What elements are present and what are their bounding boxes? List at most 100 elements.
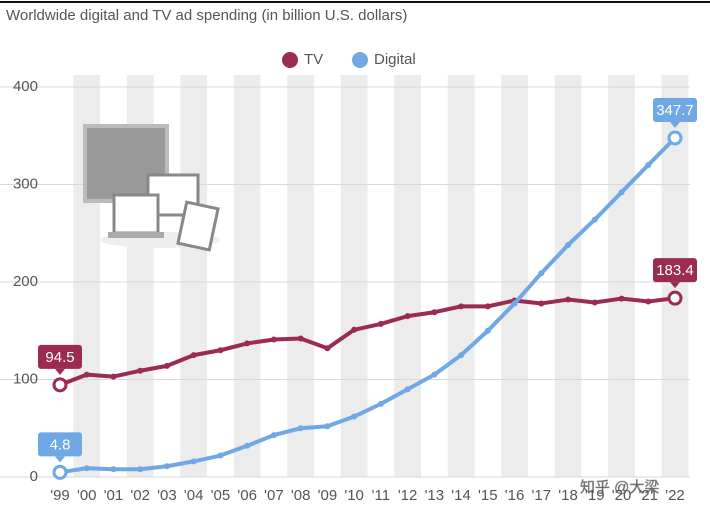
point-marker bbox=[217, 347, 224, 354]
x-tick-label: '09 bbox=[318, 487, 338, 504]
end-marker bbox=[52, 377, 68, 393]
x-tick-label: '01 bbox=[104, 487, 124, 504]
end-marker bbox=[667, 130, 683, 146]
value-label-pointer bbox=[55, 368, 65, 375]
point-marker bbox=[458, 352, 465, 359]
y-tick-label: 200 bbox=[13, 273, 38, 290]
column-stripe bbox=[554, 75, 582, 477]
point-marker bbox=[110, 466, 117, 473]
x-tick-label: '14 bbox=[451, 487, 471, 504]
value-label-box bbox=[653, 258, 697, 283]
value-label-box bbox=[653, 97, 697, 122]
x-tick-label: '11 bbox=[372, 487, 390, 504]
point-marker bbox=[83, 371, 90, 378]
point-marker bbox=[137, 466, 144, 473]
point-marker bbox=[538, 270, 545, 277]
point-marker bbox=[137, 367, 144, 374]
point-marker bbox=[270, 336, 277, 343]
point-marker bbox=[484, 327, 491, 334]
x-tick-label: '02 bbox=[130, 487, 150, 504]
x-tick-label: '10 bbox=[344, 487, 364, 504]
x-tick-label: '08 bbox=[291, 487, 311, 504]
point-marker bbox=[190, 352, 197, 359]
value-label: 94.5 bbox=[45, 349, 74, 366]
point-marker bbox=[511, 300, 518, 307]
point-marker bbox=[297, 425, 304, 432]
point-marker bbox=[110, 373, 117, 380]
column-stripe bbox=[394, 75, 421, 477]
x-tick-label: '03 bbox=[157, 487, 177, 504]
x-tick-label: '19 bbox=[585, 487, 605, 504]
point-marker bbox=[324, 423, 331, 430]
y-tick-label: 100 bbox=[13, 370, 38, 387]
value-label-box bbox=[38, 344, 82, 369]
point-marker bbox=[591, 299, 598, 306]
x-tick-label: '12 bbox=[398, 487, 418, 504]
point-marker bbox=[270, 432, 277, 439]
point-marker bbox=[484, 303, 491, 310]
x-tick-label: '15 bbox=[478, 487, 498, 504]
y-tick-label: 300 bbox=[13, 175, 38, 192]
x-tick-label: '99 bbox=[50, 487, 70, 504]
x-tick-label: '00 bbox=[77, 487, 97, 504]
x-tick-label: '22 bbox=[665, 487, 685, 504]
point-marker bbox=[591, 216, 598, 223]
point-marker bbox=[244, 340, 251, 347]
legend-label: Digital bbox=[374, 51, 416, 68]
point-marker bbox=[163, 463, 170, 470]
point-marker bbox=[377, 400, 384, 407]
point-marker bbox=[645, 298, 652, 305]
end-marker bbox=[52, 464, 68, 480]
devices-icon bbox=[83, 124, 220, 252]
point-marker bbox=[538, 300, 545, 307]
point-marker bbox=[565, 241, 572, 248]
point-marker bbox=[404, 386, 411, 393]
x-tick-label: '16 bbox=[505, 487, 525, 504]
value-label-pointer bbox=[670, 282, 680, 289]
x-tick-label: '21 bbox=[638, 487, 658, 504]
watermark: 知乎 @大梁 bbox=[580, 479, 659, 496]
x-tick-label: '13 bbox=[425, 487, 445, 504]
point-marker bbox=[404, 313, 411, 320]
x-tick-label: '18 bbox=[558, 487, 578, 504]
point-marker bbox=[83, 465, 90, 472]
value-label: 4.8 bbox=[50, 436, 71, 453]
point-marker bbox=[244, 442, 251, 449]
column-stripe bbox=[340, 75, 368, 477]
point-marker bbox=[431, 371, 438, 378]
column-stripe bbox=[501, 75, 528, 477]
point-marker bbox=[190, 458, 197, 465]
x-tick-label: '20 bbox=[612, 487, 632, 504]
point-marker bbox=[458, 303, 465, 310]
end-marker bbox=[667, 290, 683, 306]
series-line bbox=[59, 296, 676, 387]
legend-marker bbox=[282, 52, 298, 68]
point-marker bbox=[324, 345, 331, 352]
point-marker bbox=[163, 362, 170, 369]
column-stripe bbox=[233, 75, 261, 477]
x-tick-label: '07 bbox=[264, 487, 284, 504]
x-tick-label: '05 bbox=[211, 487, 231, 504]
point-marker bbox=[377, 320, 384, 327]
value-label: 183.4 bbox=[656, 262, 694, 279]
point-marker bbox=[565, 296, 572, 303]
value-label-box bbox=[38, 432, 82, 457]
point-marker bbox=[351, 326, 358, 333]
point-marker bbox=[351, 413, 358, 420]
point-marker bbox=[618, 295, 625, 302]
legend-marker bbox=[352, 52, 368, 68]
point-marker bbox=[217, 452, 224, 459]
chart-title: Worldwide digital and TV ad spending (in… bbox=[6, 7, 407, 24]
point-marker bbox=[618, 189, 625, 196]
column-stripe bbox=[447, 75, 475, 477]
value-label-pointer bbox=[55, 456, 65, 463]
x-tick-label: '17 bbox=[532, 487, 552, 504]
y-tick-label: 0 bbox=[30, 468, 38, 485]
x-tick-label: '04 bbox=[184, 487, 204, 504]
point-marker bbox=[297, 335, 304, 342]
value-label: 347.7 bbox=[656, 102, 694, 119]
column-stripe bbox=[180, 75, 208, 477]
x-tick-label: '06 bbox=[237, 487, 257, 504]
y-tick-label: 400 bbox=[13, 78, 38, 95]
